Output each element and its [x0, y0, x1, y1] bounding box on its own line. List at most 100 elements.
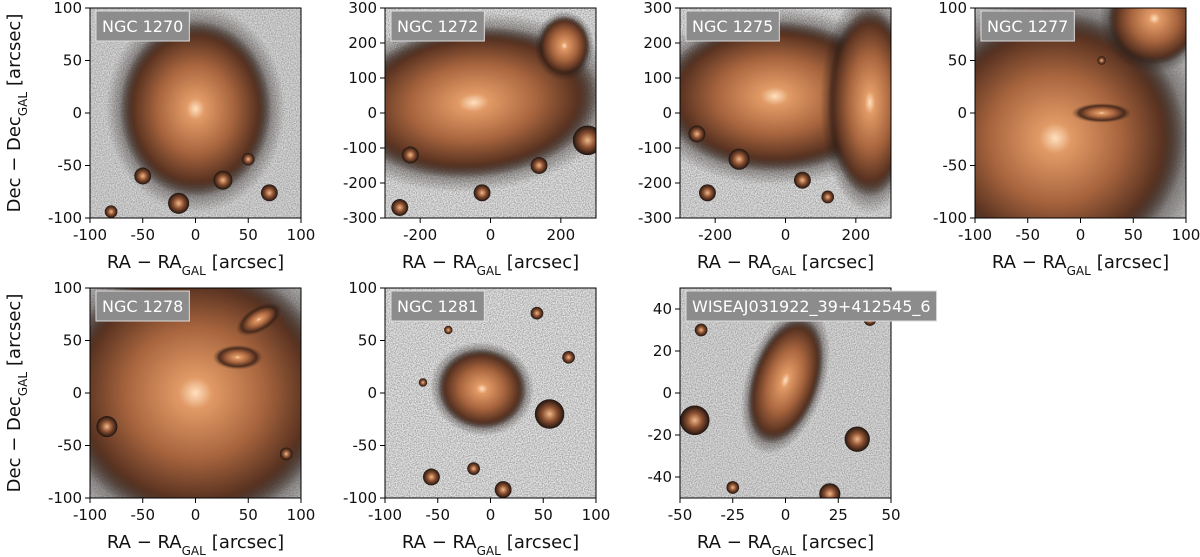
- x-tick-label: -200: [403, 226, 437, 244]
- galaxy: [216, 346, 259, 368]
- y-tick-label: -100: [343, 139, 377, 157]
- star: [680, 405, 710, 436]
- x-axis-label-sub: GAL: [182, 264, 207, 278]
- star: [698, 184, 716, 202]
- sky-image: [385, 8, 596, 218]
- y-tick-label: 100: [53, 279, 82, 297]
- x-axis-label-text: RA − RA: [107, 532, 182, 553]
- y-tick-label: 200: [348, 34, 377, 52]
- x-axis-label: RA − RAGAL [arcsec]: [992, 252, 1169, 278]
- x-tick-label: 0: [781, 226, 791, 244]
- panel: -100 -50 0 50 100 -100 -50 0 50 100 RA − RAGAL [arc…: [933, 0, 1200, 278]
- sky-image: [90, 8, 301, 218]
- y-tick-label: 40: [653, 300, 672, 318]
- panel-title: NGC 1270: [102, 17, 183, 36]
- x-tick-label: 100: [287, 226, 316, 244]
- panel-title: NGC 1277: [987, 17, 1068, 36]
- y-tick-label: 20: [653, 342, 672, 360]
- star: [168, 192, 190, 214]
- x-tick-label: 50: [239, 226, 258, 244]
- panel-title: NGC 1281: [397, 297, 478, 316]
- y-tick-label: 50: [948, 52, 967, 70]
- y-tick-label: -200: [343, 174, 377, 192]
- star: [726, 481, 740, 494]
- star: [401, 146, 419, 164]
- x-tick-label: -50: [1016, 226, 1041, 244]
- title-box: [685, 10, 780, 42]
- y-tick-label: 0: [367, 104, 377, 122]
- star: [418, 378, 428, 387]
- star: [467, 462, 480, 475]
- x-axis-label-unit: [arcsec]: [507, 532, 579, 553]
- sky-image: [680, 288, 891, 498]
- y-tick-label: 0: [72, 104, 82, 122]
- galaxy: [1107, 8, 1186, 65]
- x-axis-label: RA − RAGAL [arcsec]: [697, 252, 874, 278]
- title-box: [390, 290, 485, 322]
- x-axis-label: RA − RAGAL [arcsec]: [697, 532, 874, 557]
- y-tick-label: -100: [933, 209, 967, 227]
- y-tick-label: -300: [638, 209, 672, 227]
- x-tick-label: 0: [486, 506, 496, 524]
- galaxy: [747, 317, 824, 444]
- x-axis-label-sub: GAL: [772, 264, 797, 278]
- x-tick-label: 100: [582, 506, 611, 524]
- galaxy: [437, 348, 527, 429]
- y-axis-label-text: Dec − Dec: [4, 396, 25, 492]
- x-tick-label: -50: [668, 506, 693, 524]
- galaxy: [119, 20, 272, 197]
- x-axis-label: RA − RAGAL [arcsec]: [402, 532, 579, 557]
- panel: -200 0 200 -300 -200 -100 0 100 200 300 RA − RAGAL…: [343, 0, 597, 278]
- sky-image: [385, 288, 596, 498]
- y-tick-label: 0: [957, 104, 967, 122]
- star: [213, 170, 233, 190]
- x-tick-label: -200: [698, 226, 732, 244]
- x-axis-label-unit: [arcsec]: [507, 252, 579, 273]
- star: [562, 350, 575, 364]
- x-axis-label-unit: [arcsec]: [212, 532, 284, 553]
- galaxy: [539, 16, 590, 76]
- title-box: [685, 290, 938, 322]
- x-tick-label: 50: [239, 506, 258, 524]
- x-axis-label-sub: GAL: [477, 264, 502, 278]
- x-axis-label: RA − RAGAL [arcsec]: [107, 532, 284, 557]
- y-tick-label: -300: [343, 209, 377, 227]
- y-axis-label-unit: [arcsec]: [4, 14, 25, 86]
- panel-title: WISEAJ031922_39+412545_6: [692, 297, 931, 317]
- star: [422, 468, 440, 486]
- x-axis-label-sub: GAL: [772, 544, 797, 557]
- star: [444, 325, 453, 335]
- star: [1097, 56, 1106, 65]
- x-tick-label: -25: [721, 506, 746, 524]
- y-tick-label: 0: [662, 384, 672, 402]
- y-tick-label: 100: [348, 279, 377, 297]
- x-tick-label: 50: [1124, 226, 1143, 244]
- x-axis-label-unit: [arcsec]: [802, 252, 874, 273]
- x-axis-label-text: RA − RA: [697, 252, 772, 273]
- y-tick-label: -20: [648, 426, 673, 444]
- y-axis-label-unit: [arcsec]: [4, 294, 25, 366]
- x-axis-label-text: RA − RA: [402, 532, 477, 553]
- panel-title: NGC 1278: [102, 297, 183, 316]
- star: [96, 416, 118, 438]
- x-tick-label: 0: [781, 506, 791, 524]
- y-tick-label: 100: [643, 69, 672, 87]
- star: [473, 184, 491, 202]
- star: [241, 152, 255, 166]
- y-axis-label: Dec − DecGAL [arcsec]: [4, 14, 30, 213]
- y-tick-label: -50: [353, 437, 378, 455]
- x-tick-label: 200: [842, 226, 871, 244]
- y-tick-label: 50: [358, 332, 377, 350]
- star: [694, 323, 708, 337]
- star: [530, 306, 544, 320]
- title-box: [95, 10, 190, 42]
- star: [134, 167, 152, 185]
- star: [844, 426, 870, 452]
- panel-title: NGC 1275: [692, 17, 773, 36]
- star: [530, 157, 548, 174]
- x-tick-label: 50: [881, 506, 900, 524]
- x-tick-label: 25: [829, 506, 848, 524]
- y-tick-label: 300: [348, 0, 377, 17]
- y-tick-label: 50: [63, 52, 82, 70]
- x-tick-label: 100: [1172, 226, 1200, 244]
